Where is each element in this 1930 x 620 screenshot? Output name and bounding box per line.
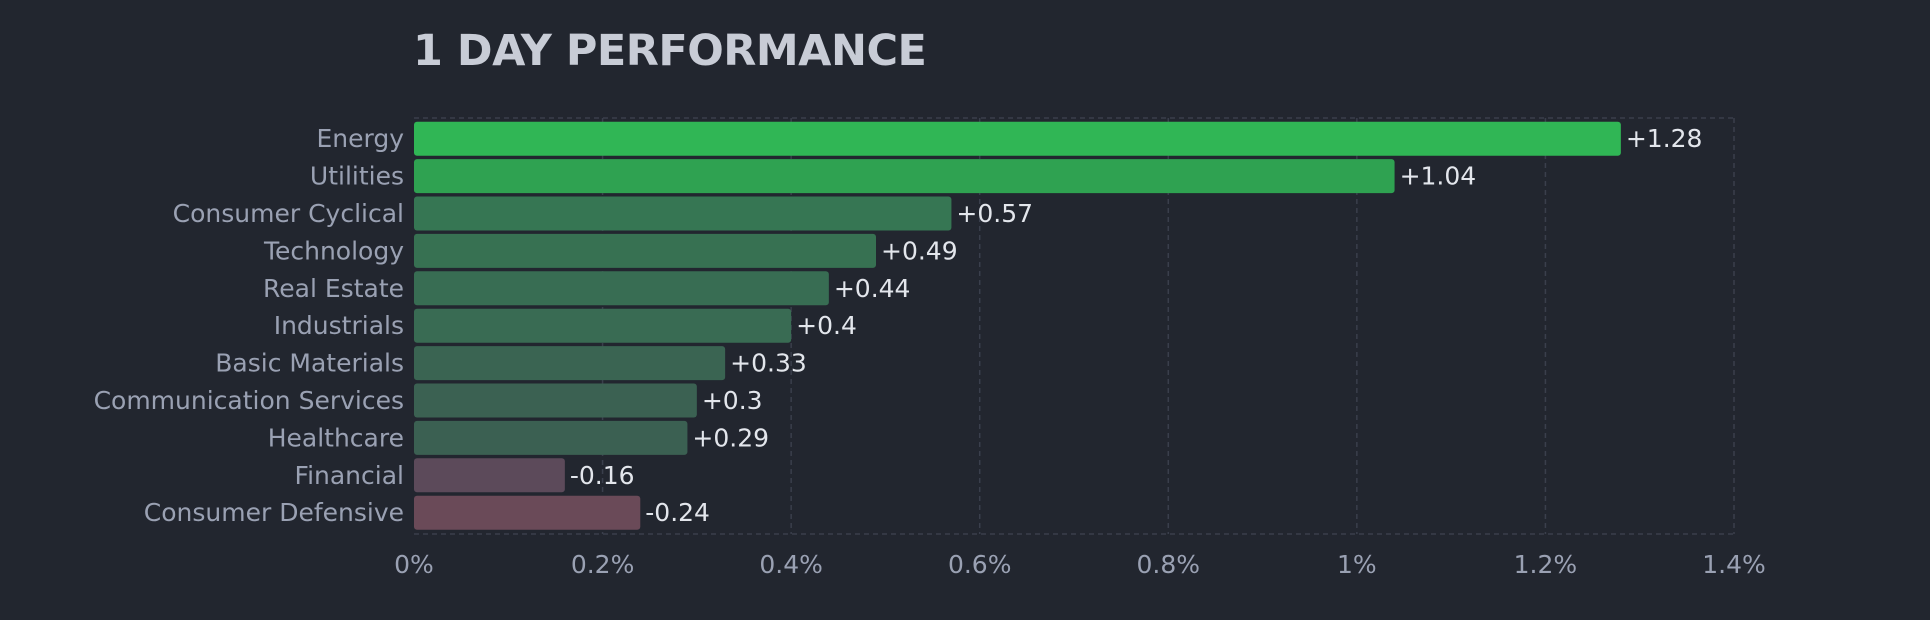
chart-title: 1 DAY PERFORMANCE: [413, 26, 927, 76]
value-label: -0.24: [645, 498, 710, 527]
category-label: Healthcare: [268, 423, 404, 452]
x-tick-label: 1.2%: [1514, 550, 1578, 579]
category-label: Industrials: [274, 311, 404, 340]
bar: [414, 233, 876, 268]
category-label: Consumer Cyclical: [173, 199, 404, 228]
value-label: +0.57: [956, 199, 1033, 228]
value-label: +0.33: [730, 349, 807, 378]
bar: [414, 495, 641, 530]
bar: [414, 308, 792, 343]
bar: [414, 383, 697, 418]
category-label: Technology: [263, 236, 404, 265]
value-label: +0.4: [796, 311, 857, 340]
value-label: +1.28: [1626, 124, 1703, 153]
tick-layer: 0% 0.2% 0.4% 0.6% 0.8% 1% 1.2% 1.4%: [394, 550, 1766, 579]
category-label: Basic Materials: [215, 349, 404, 378]
bar: [414, 271, 829, 306]
value-label: +0.29: [692, 423, 769, 452]
x-tick-label: 0%: [394, 550, 434, 579]
value-label: +1.04: [1400, 162, 1477, 191]
x-tick-label: 0.8%: [1137, 550, 1201, 579]
x-tick-label: 1.4%: [1702, 550, 1766, 579]
label-layer: Energy +1.28 Utilities +1.04 Consumer Cyclic…: [94, 124, 1703, 527]
value-label: +0.44: [834, 274, 911, 303]
value-label: +0.49: [881, 236, 958, 265]
bar: [414, 121, 1621, 156]
x-tick-label: 0.2%: [571, 550, 635, 579]
x-tick-label: 0.4%: [759, 550, 823, 579]
bar: [414, 420, 688, 455]
value-label: +0.3: [702, 386, 763, 415]
bar-layer: [414, 121, 1621, 530]
bar: [414, 458, 565, 493]
category-label: Financial: [295, 461, 404, 490]
bar: [414, 159, 1395, 194]
category-label: Consumer Defensive: [144, 498, 404, 527]
x-tick-label: 1%: [1337, 550, 1377, 579]
bar: [414, 196, 952, 231]
category-label: Utilities: [310, 162, 404, 191]
category-label: Energy: [316, 124, 404, 153]
bar: [414, 346, 726, 381]
category-label: Communication Services: [94, 386, 404, 415]
category-label: Real Estate: [263, 274, 404, 303]
value-label: -0.16: [570, 461, 635, 490]
x-tick-label: 0.6%: [948, 550, 1012, 579]
